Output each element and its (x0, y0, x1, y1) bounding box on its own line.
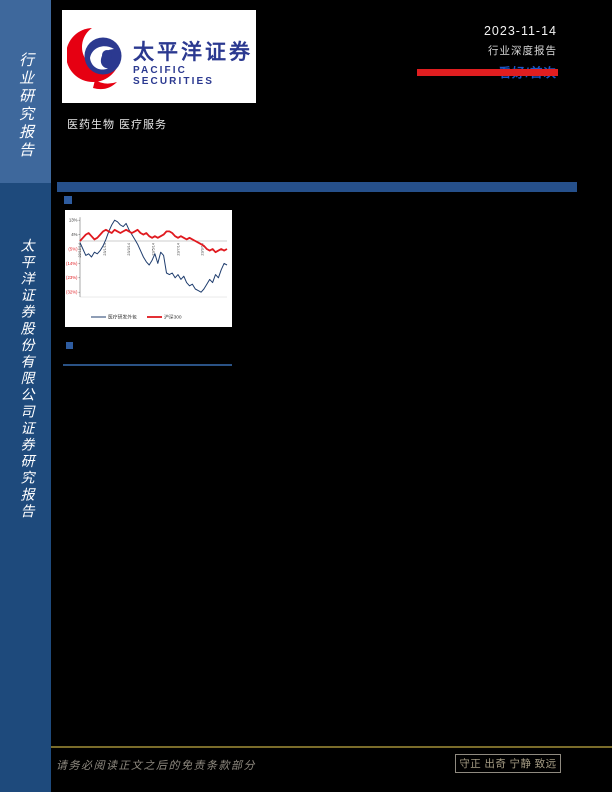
footer-motto: 守正 出奇 宁静 致远 (459, 759, 557, 770)
section-divider-bar (57, 182, 577, 192)
svg-text:23/9/14: 23/9/14 (201, 243, 205, 256)
sidebar-bottom-label: 太平洋证券股份有限公司证券研究报告 (18, 238, 34, 521)
svg-text:4%: 4% (71, 232, 77, 237)
svg-text:(23%): (23%) (66, 275, 78, 280)
sidebar-top-label: 行业研究报告 (17, 52, 33, 160)
bullet-square-icon (66, 342, 73, 349)
svg-text:13%: 13% (69, 218, 78, 223)
svg-text:(14%): (14%) (66, 261, 78, 266)
report-type: 行业深度报告 (488, 45, 557, 57)
svg-text:(32%): (32%) (66, 290, 78, 295)
svg-text:沪深300: 沪深300 (164, 314, 182, 321)
logo-chinese-name: 太平洋证券 (133, 40, 253, 64)
sidebar-top-band: 行业研究报告 (0, 0, 51, 183)
report-date: 2023-11-14 (483, 24, 557, 38)
performance-chart: 13% 4% (5%) (14%) (23%) (32%) 22/11/14 23/1/14 2… (65, 210, 232, 327)
chart-canvas: 13% 4% (5%) (14%) (23%) (32%) 22/11/14 23/1/14 2… (66, 217, 228, 321)
svg-text:医疗研发外包: 医疗研发外包 (108, 314, 137, 321)
svg-text:23/3/14: 23/3/14 (127, 243, 131, 256)
footer-disclaimer: 请务必阅读正文之后的免责条款部分 (56, 760, 256, 772)
sidebar-bottom-band: 太平洋证券股份有限公司证券研究报告 (0, 183, 51, 792)
red-accent-bar (417, 69, 558, 76)
svg-text:22/11/14: 22/11/14 (78, 243, 82, 258)
logo-box: 太平洋证券 PACIFIC SECURITIES (62, 10, 256, 103)
pacific-securities-logo-icon (67, 24, 127, 90)
bullet-square-icon (64, 196, 72, 204)
footer-divider-line (51, 746, 612, 748)
industry-tags: 医药生物 医疗服务 (67, 119, 168, 131)
svg-text:23/5/14: 23/5/14 (152, 243, 156, 256)
subsection-divider-line (63, 364, 232, 366)
footer-motto-box: 守正 出奇 宁静 致远 (455, 754, 561, 773)
logo-english-name: PACIFIC SECURITIES (133, 65, 215, 87)
svg-text:23/1/14: 23/1/14 (103, 243, 107, 256)
svg-text:23/7/14: 23/7/14 (176, 243, 180, 256)
svg-text:(5%): (5%) (68, 246, 78, 251)
